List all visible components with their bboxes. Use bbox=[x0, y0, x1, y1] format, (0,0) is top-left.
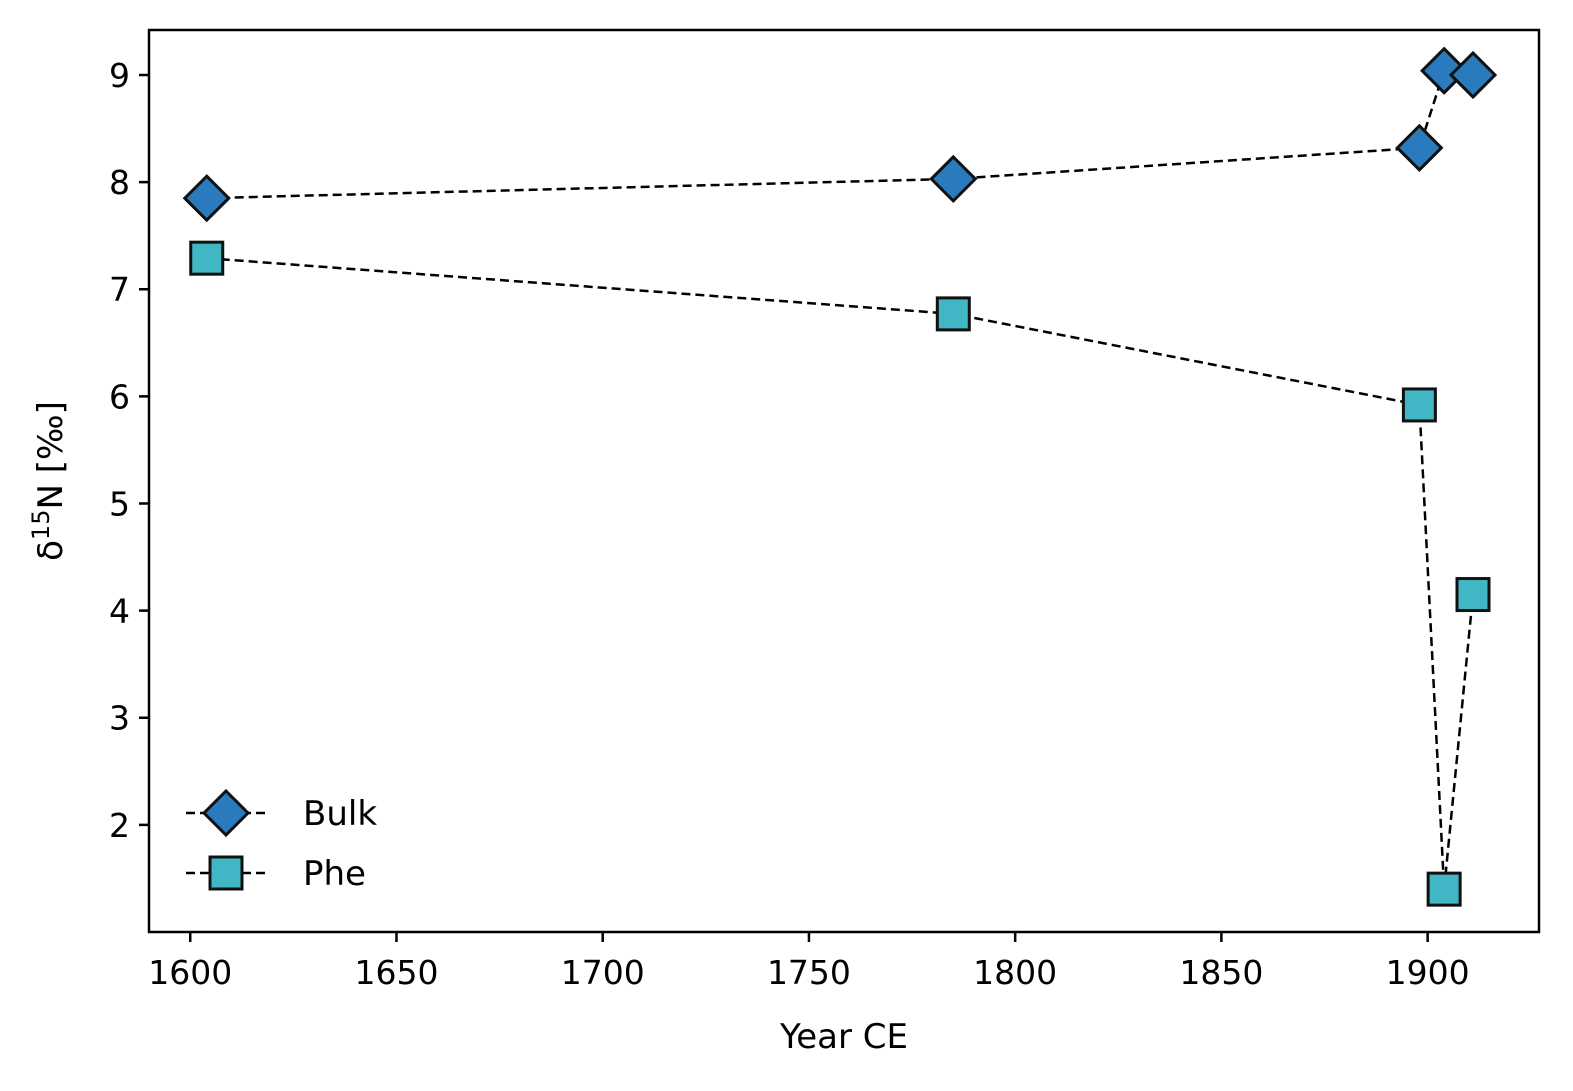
x-axis-label: Year CE bbox=[779, 1017, 908, 1057]
x-tick-label: 1750 bbox=[767, 953, 851, 992]
x-tick-label: 1800 bbox=[973, 953, 1057, 992]
marker-phe bbox=[1426, 871, 1462, 907]
y-tick-label: 2 bbox=[109, 806, 130, 845]
series-bulk bbox=[182, 46, 1498, 223]
marker-bulk bbox=[1448, 50, 1498, 100]
x-tick-label: 1900 bbox=[1386, 953, 1470, 992]
marker-phe bbox=[189, 240, 225, 276]
marker-bulk bbox=[182, 174, 231, 223]
marker-bulk bbox=[1420, 46, 1469, 95]
y-tick-label: 9 bbox=[109, 56, 130, 95]
y-tick-label: 4 bbox=[109, 592, 130, 631]
marker-legend-phe bbox=[208, 855, 244, 891]
marker-phe bbox=[1455, 577, 1491, 613]
y-tick-label: 5 bbox=[109, 484, 130, 523]
plot-frame bbox=[147, 28, 1541, 934]
y-tick-label: 8 bbox=[109, 163, 130, 202]
y-axis-label-base: δ bbox=[31, 540, 71, 561]
marker-bulk bbox=[1395, 123, 1444, 172]
ticks-layer: 1600 1650 1700 1750 1800 1850 1900 2 3 4 5 6 7 8 9 bbox=[109, 56, 1470, 992]
marker-legend-bulk bbox=[201, 788, 251, 838]
x-tick-label: 1650 bbox=[354, 953, 438, 992]
marker-bulk bbox=[929, 154, 978, 204]
x-tick-label: 1600 bbox=[148, 953, 232, 992]
y-tick-label: 6 bbox=[109, 377, 130, 416]
legend: Bulk Phe bbox=[186, 788, 377, 894]
x-tick-label: 1700 bbox=[561, 953, 645, 992]
marker-phe bbox=[1401, 387, 1437, 423]
series-layer bbox=[182, 46, 1498, 907]
y-tick-label: 7 bbox=[109, 270, 130, 309]
x-tick-label: 1850 bbox=[1179, 953, 1263, 992]
series-phe bbox=[189, 240, 1491, 907]
y-axis-label-rest: N [‰] bbox=[31, 401, 71, 509]
y-axis-label-superscript: 15 bbox=[27, 510, 55, 541]
legend-label-bulk: Bulk bbox=[303, 794, 377, 834]
legend-item-phe: Phe bbox=[186, 854, 366, 894]
y-tick-label: 3 bbox=[109, 699, 130, 738]
legend-item-bulk: Bulk bbox=[186, 788, 377, 838]
legend-label-phe: Phe bbox=[303, 854, 366, 894]
y-axis-label: δ15N [‰] bbox=[27, 401, 71, 561]
marker-phe bbox=[935, 296, 971, 332]
